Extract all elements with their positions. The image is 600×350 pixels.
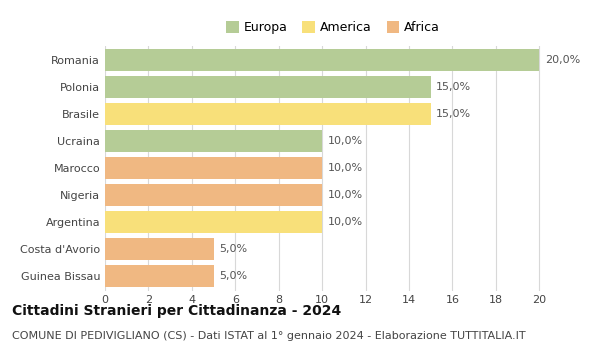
Text: COMUNE DI PEDIVIGLIANO (CS) - Dati ISTAT al 1° gennaio 2024 - Elaborazione TUTTI: COMUNE DI PEDIVIGLIANO (CS) - Dati ISTAT…	[12, 331, 526, 341]
Text: 5,0%: 5,0%	[219, 244, 247, 254]
Bar	[105, 238, 214, 260]
Bar	[105, 211, 322, 233]
Text: 20,0%: 20,0%	[545, 55, 580, 65]
Bar	[105, 76, 431, 98]
Bar	[105, 103, 431, 125]
Text: 10,0%: 10,0%	[328, 136, 362, 146]
Bar	[105, 130, 322, 152]
Legend: Europa, America, Africa: Europa, America, Africa	[226, 21, 440, 34]
Text: Cittadini Stranieri per Cittadinanza - 2024: Cittadini Stranieri per Cittadinanza - 2…	[12, 304, 341, 318]
Text: 10,0%: 10,0%	[328, 163, 362, 173]
Bar	[105, 157, 322, 179]
Bar	[105, 49, 539, 71]
Text: 5,0%: 5,0%	[219, 271, 247, 281]
Text: 10,0%: 10,0%	[328, 190, 362, 200]
Text: 15,0%: 15,0%	[436, 82, 471, 92]
Text: 15,0%: 15,0%	[436, 109, 471, 119]
Bar	[105, 184, 322, 206]
Text: 10,0%: 10,0%	[328, 217, 362, 227]
Bar	[105, 265, 214, 287]
